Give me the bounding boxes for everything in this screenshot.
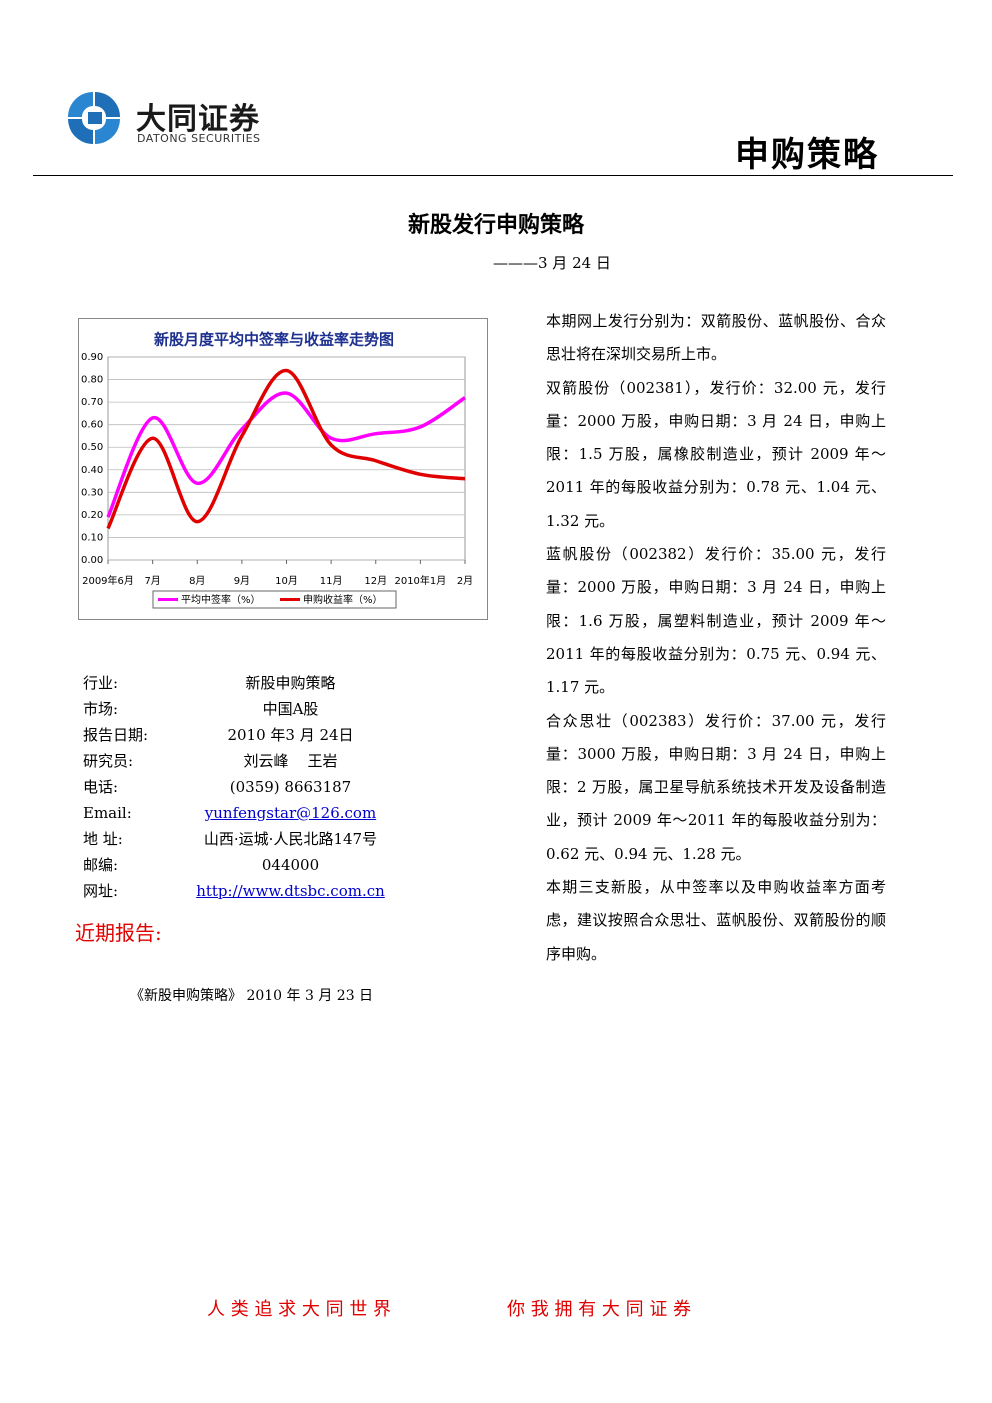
line-series — [106, 368, 466, 530]
y-tick-label: 0.50 — [81, 442, 103, 453]
x-tick-label: 10月 — [275, 575, 298, 587]
info-value: (0359) 8663187 — [229, 778, 352, 796]
header-rule — [33, 175, 953, 176]
info-row: 报告日期: 2010 年3 月 24日 — [83, 722, 403, 748]
info-label: 地 址: — [83, 830, 123, 848]
section-title: 申购策略 — [735, 135, 879, 175]
x-tick-label: 2009年6月 — [82, 574, 134, 587]
info-label: Email: — [83, 804, 132, 822]
legend-label: 申购收益率（%） — [303, 593, 383, 606]
x-tick-label: 11月 — [320, 575, 343, 587]
info-row: 行业: 新股申购策略 — [83, 670, 403, 696]
y-tick-label: 0.20 — [81, 510, 103, 521]
logo-mark — [68, 92, 120, 144]
logo-english: DATONG SECURITIES — [137, 132, 261, 145]
recent-item: 《新股申购策略》 2010 年 3 月 23 日 — [130, 988, 374, 1004]
y-tick-label: 0.70 — [81, 397, 103, 408]
info-row: 地 址: 山西·运城·人民北路147号 — [83, 826, 403, 852]
info-label: 行业: — [83, 674, 119, 692]
link[interactable]: http://www.dtsbc.com.cn — [196, 882, 385, 900]
body-text: 本期网上发行分别为：双箭股份、蓝帆股份、合众思壮将在深圳交易所上市。 双箭股份（… — [546, 305, 886, 971]
info-list: 行业: 新股申购策略市场: 中国A股报告日期: 2010 年3 月 24日研究员: 刘云… — [83, 670, 403, 904]
y-tick-label: 0.30 — [81, 487, 103, 498]
info-label: 邮编: — [83, 856, 119, 874]
info-row: 网址: http://www.dtsbc.com.cn — [83, 878, 403, 904]
info-label: 电话: — [83, 778, 119, 796]
info-label: 研究员: — [83, 752, 134, 770]
x-tick-label: 8月 — [189, 575, 205, 587]
x-tick-label: 2月 — [457, 575, 473, 587]
info-row: 邮编: 044000 — [83, 852, 403, 878]
y-tick-label: 0.80 — [81, 375, 103, 386]
slogan: 你 我 拥 有 大 同 证 券 — [507, 1299, 692, 1320]
info-value: 山西·运城·人民北路147号 — [203, 830, 378, 848]
link[interactable]: yunfengstar@126.com — [204, 804, 377, 822]
info-value: 044000 — [261, 856, 320, 874]
y-tick-label: 0.40 — [81, 465, 103, 476]
y-tick-label: 0.90 — [81, 352, 103, 363]
line-series — [106, 391, 466, 518]
legend-label: 平均中签率（%） — [181, 593, 261, 606]
paragraph: 双箭股份（002381），发行价：32.00 元，发行量：2000 万股，申购日… — [546, 378, 886, 530]
report-title: 新股发行申购策略 — [407, 212, 584, 238]
chart-title: 新股月度平均中签率与收益率走势图 — [154, 331, 394, 349]
plot-area — [107, 356, 466, 561]
info-value: 中国A股 — [262, 700, 319, 718]
info-row: 研究员: 刘云峰 王岩 — [83, 748, 403, 774]
info-label: 网址: — [83, 882, 119, 900]
paragraph: 本期三支新股，从中签率以及申购收益率方面考虑，建议按照合众思壮、蓝帆股份、双箭股… — [546, 878, 886, 963]
info-label: 报告日期: — [83, 726, 149, 744]
info-row: Email: yunfengstar@126.com — [83, 800, 403, 826]
x-tick-label: 2010年1月 — [394, 574, 446, 587]
x-tick-label: 7月 — [144, 575, 160, 587]
logo-name: 大同证券 — [136, 102, 260, 137]
x-tick-label: 9月 — [234, 575, 250, 587]
paragraph: 合众思壮（002383）发行价：37.00 元，发行量：3000 万股，申购日期… — [546, 711, 886, 863]
info-value: yunfengstar@126.com — [183, 800, 398, 826]
y-tick-label: 0.10 — [81, 532, 103, 543]
recent-heading: 近期报告: — [75, 921, 162, 945]
y-tick-label: 0.60 — [81, 420, 103, 431]
info-value: 2010 年3 月 24日 — [227, 726, 354, 744]
info-row: 电话: (0359) 8663187 — [83, 774, 403, 800]
info-row: 市场: 中国A股 — [83, 696, 403, 722]
info-value: 刘云峰 王岩 — [243, 752, 338, 770]
x-tick-label: 12月 — [364, 575, 387, 587]
slogan: 人 类 追 求 大 同 世 界 — [207, 1299, 392, 1320]
y-tick-label: 0.00 — [81, 555, 103, 566]
report-date: ———3 月 24 日 — [493, 254, 611, 272]
chart: 新股月度平均中签率与收益率走势图 0.00 0.10 0.20 0.30 0.40 0.5… — [78, 318, 488, 620]
info-value: 新股申购策略 — [245, 674, 336, 692]
paragraph: 蓝帆股份（002382）发行价：35.00 元，发行量：2000 万股，申购日期… — [546, 545, 886, 697]
info-value: http://www.dtsbc.com.cn — [183, 878, 398, 904]
info-label: 市场: — [83, 700, 119, 718]
legend-box — [152, 590, 397, 609]
paragraph: 本期网上发行分别为：双箭股份、蓝帆股份、合众思壮将在深圳交易所上市。 — [546, 312, 886, 364]
